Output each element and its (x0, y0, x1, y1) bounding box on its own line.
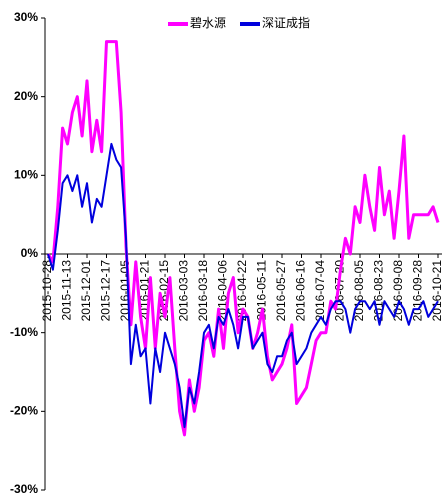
x-tick-label: 2015-12-01 (79, 260, 93, 322)
y-tick-label: 0% (21, 246, 39, 260)
x-tick-label: 2016-03-03 (177, 260, 191, 322)
x-tick-label: 2016-07-04 (313, 260, 327, 322)
legend-label: 碧水源 (190, 16, 226, 30)
legend-label: 深证成指 (262, 15, 310, 30)
x-tick-label: 2016-03-18 (196, 260, 210, 322)
y-tick-label: 30% (14, 10, 38, 24)
series-line (46, 40, 440, 437)
x-tick-label: 2016-10-21 (430, 260, 444, 322)
x-tick-label: 2015-12-17 (99, 260, 113, 322)
x-tick-label: 2016-08-05 (352, 260, 366, 322)
y-tick-label: -10% (10, 325, 38, 339)
series-line (47, 142, 439, 429)
x-tick-label: 2015-11-13 (60, 260, 74, 321)
x-tick-label: 2016-06-16 (294, 260, 308, 322)
y-tick-label: 10% (14, 168, 38, 182)
x-tick-label: 2016-08-23 (372, 260, 386, 322)
y-tick-label: -30% (10, 482, 38, 495)
x-tick-label: 2016-05-11 (255, 260, 269, 321)
y-tick-label: -20% (10, 404, 38, 418)
x-tick-label: 2016-04-22 (235, 260, 249, 322)
x-tick-label: 2015-10-28 (40, 260, 54, 322)
y-tick-label: 20% (14, 89, 38, 103)
x-tick-label: 2016-09-08 (391, 260, 405, 322)
x-tick-label: 2016-05-27 (274, 260, 288, 322)
